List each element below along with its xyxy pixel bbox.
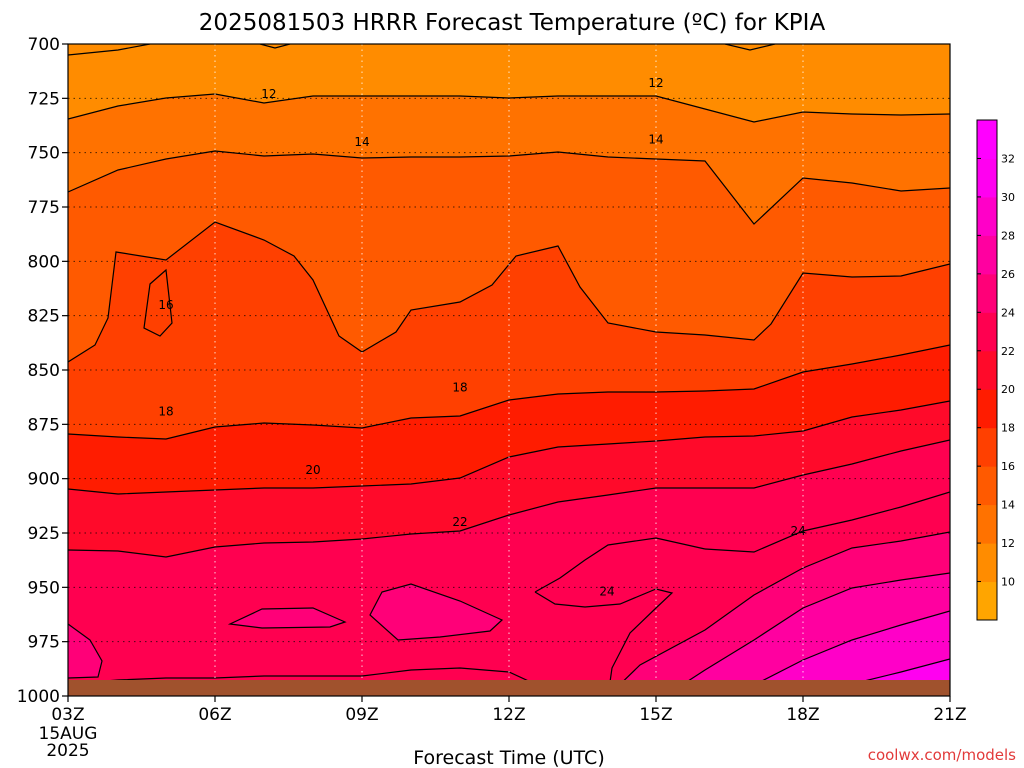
contour-26 — [68, 667, 546, 696]
y-tick-label: 700 — [28, 35, 60, 55]
contour-label: 20 — [305, 463, 320, 477]
colorbar-swatch — [977, 389, 997, 429]
colorbar-tick-label: 20 — [1001, 383, 1015, 396]
y-tick-label: 775 — [28, 198, 60, 218]
colorbar-tick-label: 16 — [1001, 460, 1015, 473]
colorbar-tick-label: 10 — [1001, 576, 1015, 589]
contour-16-closed — [143, 268, 173, 337]
y-tick-label: 975 — [28, 633, 60, 653]
colorbar-tick-label: 18 — [1001, 422, 1015, 435]
contour-label: 24 — [790, 524, 805, 538]
contour-18 — [68, 344, 950, 440]
colorbar-tick-label: 28 — [1001, 229, 1015, 242]
colorbar-swatch — [977, 273, 997, 313]
x-tick-label: 03Z — [51, 705, 84, 725]
contour-24-a — [704, 491, 950, 553]
colorbar-tick-label: 32 — [1001, 152, 1015, 165]
y-tick-label: 875 — [28, 415, 60, 435]
contour-22 — [68, 439, 950, 558]
plot-area — [68, 44, 950, 696]
colorbar-tick-label: 26 — [1001, 268, 1015, 281]
contour-24-pocket-3 — [68, 623, 103, 679]
colorbar-swatch — [977, 312, 997, 352]
contour-label: 12 — [648, 76, 663, 90]
x-axis: 03Z 06Z 09Z 12Z 15Z 18Z 21Z — [51, 696, 967, 725]
y-tick-label: 825 — [28, 307, 60, 327]
y-tick-label: 725 — [28, 89, 60, 109]
colorbar-swatch — [977, 504, 997, 544]
contour-label: 16 — [158, 298, 173, 312]
colorbar-tick-label: 24 — [1001, 306, 1015, 319]
contour-label: 12 — [261, 87, 276, 101]
x-tick-label: 15Z — [639, 705, 672, 725]
contour-labels: 12 12 14 14 16 18 18 20 22 24 24 — [158, 76, 805, 599]
x-tick-label: 09Z — [345, 705, 378, 725]
colorbar-swatch — [977, 350, 997, 390]
contour-14 — [68, 150, 950, 225]
colorbar-swatch — [977, 466, 997, 506]
x-tick-sublabel-1: 15AUG — [39, 724, 98, 744]
colorbar-swatch — [977, 196, 997, 236]
contour-label: 18 — [452, 380, 467, 394]
colorbar-swatch — [977, 120, 997, 159]
colorbar-swatch — [977, 427, 997, 467]
colorbar-swatch — [977, 543, 997, 583]
x-tick-sublabel-2: 2025 — [46, 741, 89, 761]
x-tick-label: 21Z — [933, 705, 966, 725]
y-tick-label: 900 — [28, 470, 60, 490]
contour-24-pocket-1 — [227, 607, 347, 629]
x-tick-label: 06Z — [198, 705, 231, 725]
contour-24-c — [534, 588, 674, 696]
colorbar-frame — [976, 119, 998, 621]
colorbar-tick-label: 14 — [1001, 499, 1015, 512]
colorbar-tick-label: 30 — [1001, 191, 1015, 204]
contour-label: 24 — [599, 585, 614, 599]
y-axis: 700 725 750 775 800 825 850 875 900 925 950 975 1000 — [17, 35, 68, 707]
contour-24-pocket-2 — [369, 583, 504, 641]
y-tick-label: 950 — [28, 578, 60, 598]
y-tick-label: 800 — [28, 252, 60, 272]
contour-label: 14 — [648, 133, 663, 147]
ground — [68, 680, 950, 696]
chart-title: 2025081503 HRRR Forecast Temperature (ºC… — [199, 10, 826, 36]
colorbar: 10 12 14 16 18 20 22 24 26 28 30 32 — [976, 119, 1015, 621]
contour-28 — [664, 572, 950, 696]
colorbar-tick-label: 12 — [1001, 537, 1015, 550]
y-tick-label: 1000 — [17, 687, 60, 707]
gridlines — [68, 44, 950, 696]
contour-label: 22 — [452, 515, 467, 529]
x-tick-label: 12Z — [492, 705, 525, 725]
x-tick-label: 18Z — [786, 705, 819, 725]
band-24-pocket-1 — [230, 608, 345, 628]
colorbar-swatch — [977, 235, 997, 275]
contour-label: 18 — [158, 404, 173, 418]
band-24-pocket-3 — [68, 624, 102, 678]
y-tick-label: 850 — [28, 361, 60, 381]
credit-text: coolwx.com/models — [868, 746, 1016, 764]
band-24-pocket-2 — [370, 584, 502, 640]
colorbar-swatch — [977, 158, 997, 198]
colorbar-tick-label: 22 — [1001, 345, 1015, 358]
contour-label: 14 — [354, 135, 369, 149]
x-axis-label: Forecast Time (UTC) — [413, 747, 604, 768]
colorbar-swatch — [977, 581, 997, 621]
y-tick-label: 925 — [28, 524, 60, 544]
contour-24-b — [534, 537, 706, 593]
y-tick-label: 750 — [28, 144, 60, 164]
contour-16 — [68, 221, 950, 363]
contour-26-b — [607, 531, 950, 696]
contour-top — [68, 44, 776, 56]
